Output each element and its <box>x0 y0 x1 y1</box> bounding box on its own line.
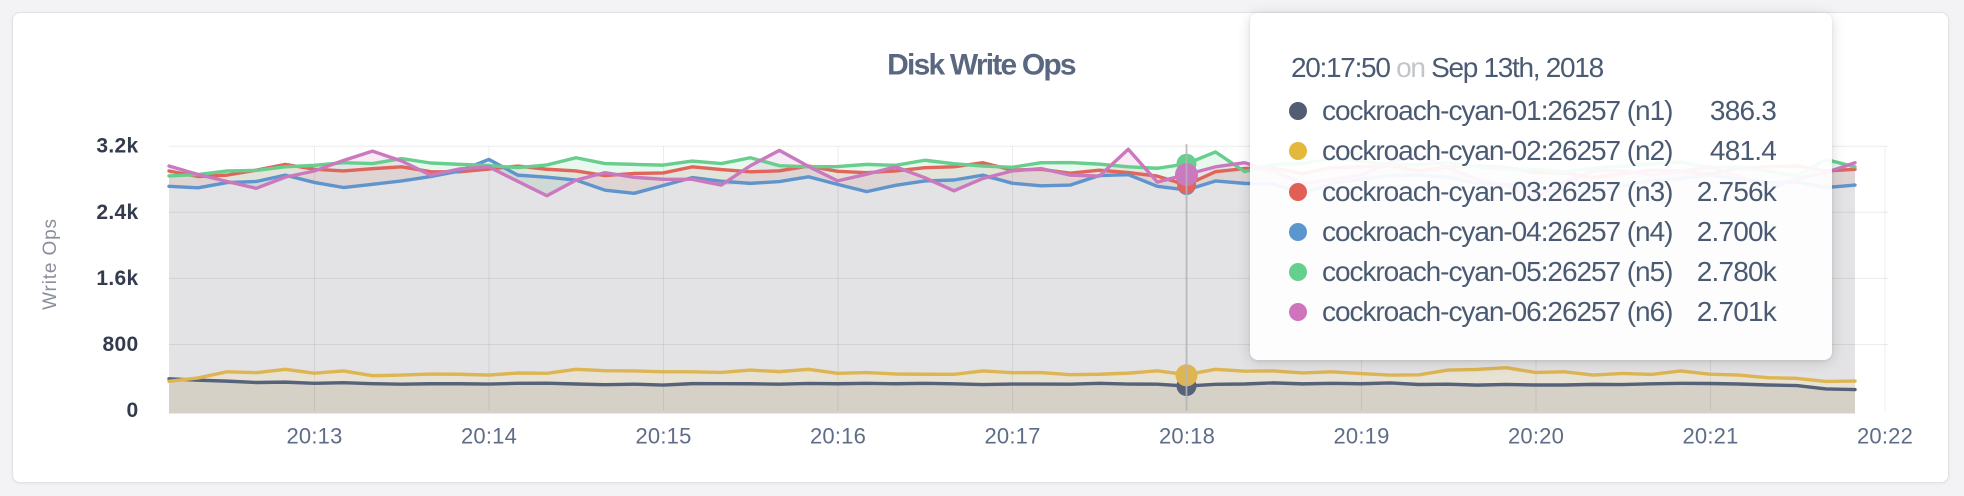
svg-text:20:19: 20:19 <box>1333 424 1389 449</box>
svg-text:3.2k: 3.2k <box>96 135 138 158</box>
svg-text:Disk Write Ops: Disk Write Ops <box>887 49 1076 82</box>
svg-text:20:14: 20:14 <box>461 424 517 449</box>
svg-text:2.4k: 2.4k <box>96 201 138 224</box>
svg-text:20:15: 20:15 <box>635 424 691 449</box>
svg-text:800: 800 <box>103 333 139 356</box>
svg-text:Write Ops: Write Ops <box>40 218 61 310</box>
svg-text:20:18: 20:18 <box>1159 424 1215 449</box>
svg-text:20:22: 20:22 <box>1857 424 1913 449</box>
svg-text:20:17: 20:17 <box>984 424 1040 449</box>
svg-text:20:20: 20:20 <box>1508 424 1564 449</box>
svg-text:1.6k: 1.6k <box>96 267 138 290</box>
svg-text:20:16: 20:16 <box>810 424 866 449</box>
svg-text:0: 0 <box>127 399 139 422</box>
svg-text:20:21: 20:21 <box>1682 424 1738 449</box>
svg-text:20:13: 20:13 <box>286 424 342 449</box>
